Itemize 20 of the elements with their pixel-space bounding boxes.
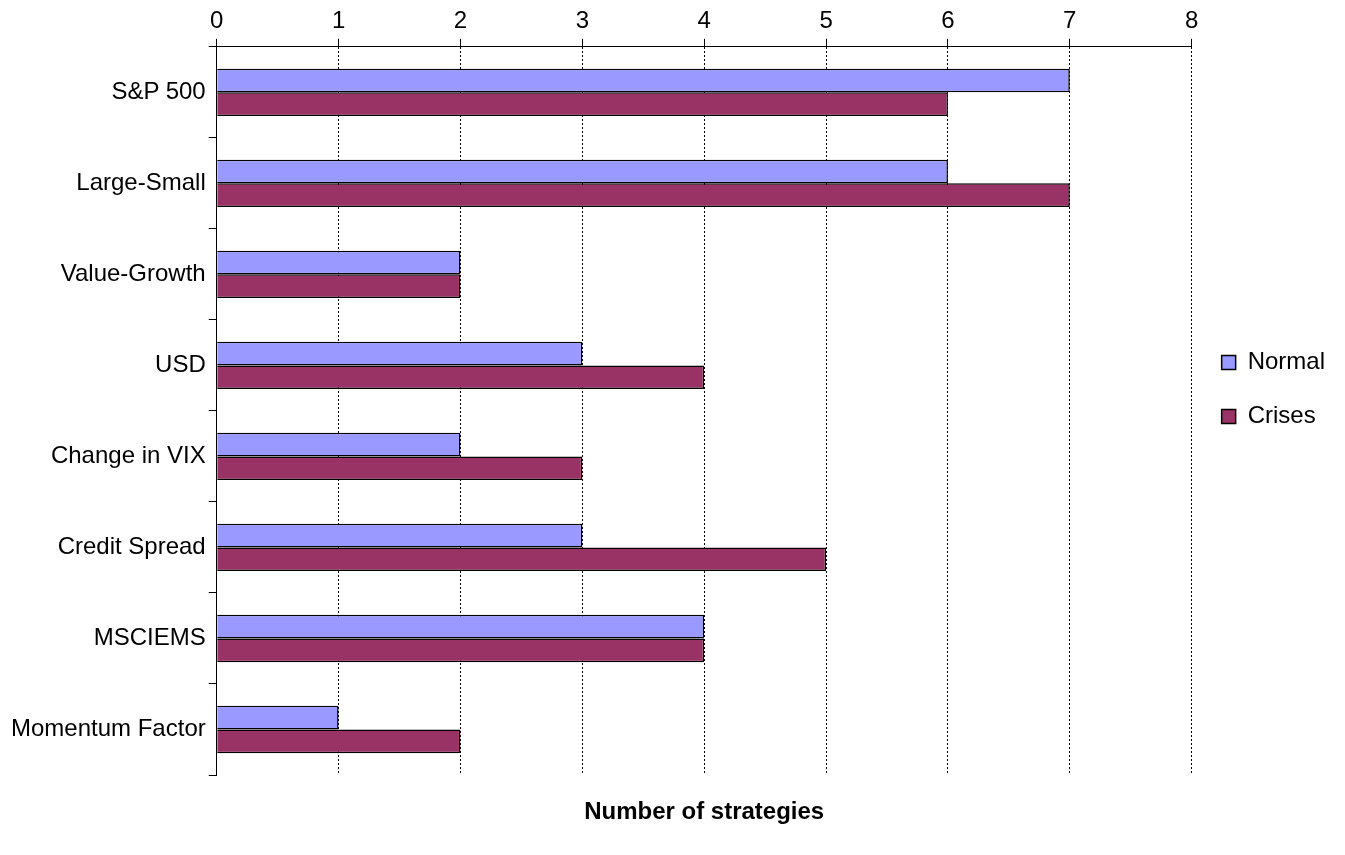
y-tick-label: S&P 500 xyxy=(111,76,206,104)
legend-label: Normal xyxy=(1247,347,1325,375)
y-tick-label: Large-Small xyxy=(76,167,206,195)
x-tick-label: 0 xyxy=(210,6,224,34)
y-tick-label: USD xyxy=(155,350,206,378)
x-tick-label: 7 xyxy=(1063,6,1077,34)
y-tick-label: Credit Spread xyxy=(57,532,206,560)
x-tick-label: 5 xyxy=(819,6,833,34)
y-tick-label: Value-Growth xyxy=(60,258,206,286)
y-tick-label: Momentum Factor xyxy=(11,714,206,742)
x-tick-label: 8 xyxy=(1184,6,1199,34)
x-tick-label: 2 xyxy=(453,6,468,34)
x-tick-label: 4 xyxy=(697,6,711,34)
y-tick-label: Change in VIX xyxy=(50,441,206,469)
y-tick-label: MSCIEMS xyxy=(93,623,206,651)
x-tick-label: 6 xyxy=(941,6,955,34)
x-tick-label: 1 xyxy=(331,6,346,34)
x-tick-label: 3 xyxy=(575,6,589,34)
legend-label: Crises xyxy=(1247,401,1316,429)
x-axis-title: Number of strategies xyxy=(584,796,825,824)
